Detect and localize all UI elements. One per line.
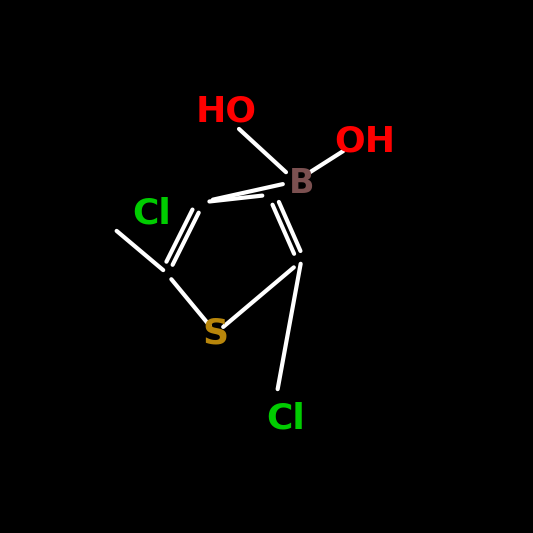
Text: HO: HO [196,95,257,129]
Text: Cl: Cl [266,401,304,435]
Text: B: B [288,167,314,200]
Text: Cl: Cl [133,196,171,230]
Text: OH: OH [335,124,395,158]
Text: S: S [203,316,229,350]
